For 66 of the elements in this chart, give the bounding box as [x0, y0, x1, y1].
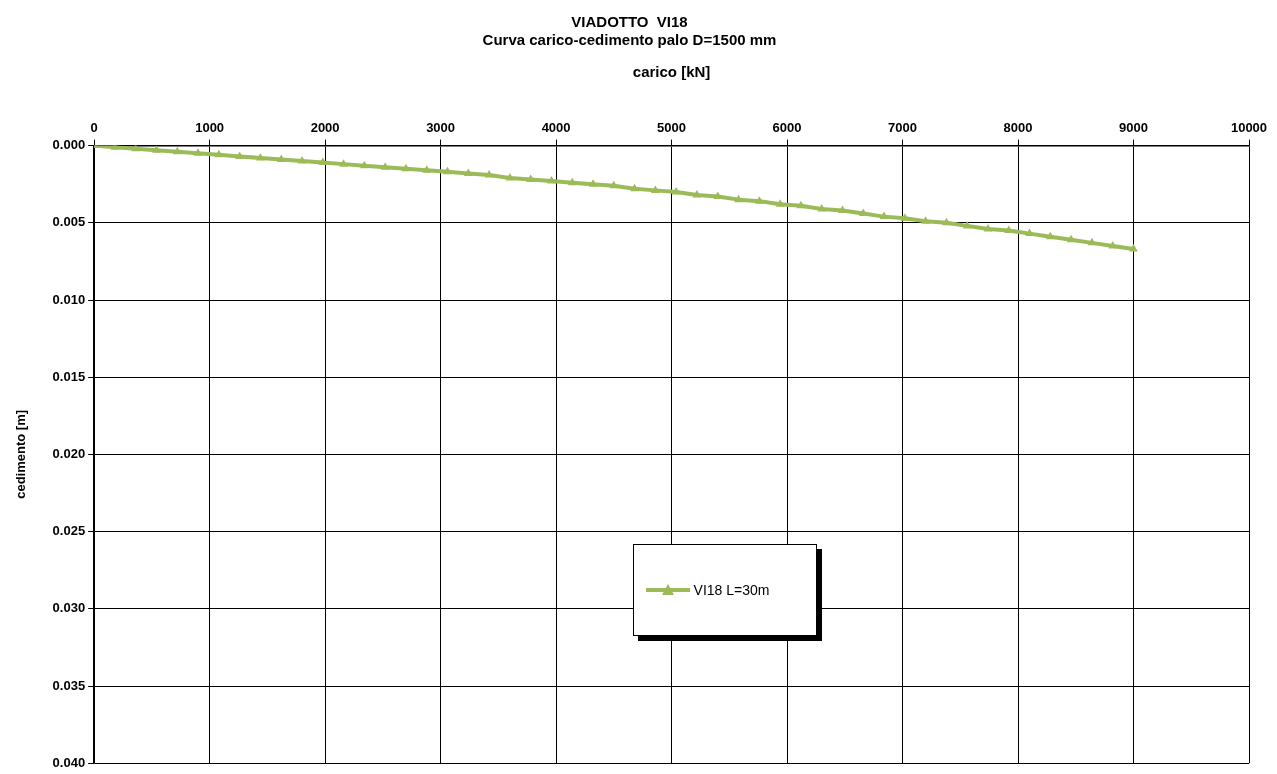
- x-tick-label: 6000: [772, 120, 802, 136]
- point: [297, 156, 307, 164]
- point: [817, 203, 827, 212]
- x-tick-label: 2000: [310, 120, 340, 136]
- x-tick-label: 3000: [426, 120, 456, 136]
- legend-label: VI18 L=30m: [693, 582, 770, 599]
- point: [131, 145, 141, 152]
- point: [172, 146, 182, 155]
- y-tick-label: 0.030: [52, 600, 86, 616]
- point: [1066, 234, 1076, 243]
- x-tick-label: 10000: [1230, 120, 1268, 136]
- x-tick-label: 9000: [1119, 120, 1148, 136]
- point: [755, 196, 764, 204]
- point: [339, 159, 348, 167]
- point: [630, 183, 639, 192]
- point: [152, 145, 161, 153]
- point: [734, 194, 743, 203]
- point: [1129, 244, 1138, 252]
- point: [651, 185, 660, 193]
- point: [360, 160, 369, 169]
- y-axis-title: cedimento [m]: [13, 409, 29, 499]
- point: [942, 217, 951, 226]
- point: [921, 216, 930, 224]
- x-tick-label: 4000: [541, 120, 571, 136]
- point: [401, 163, 411, 172]
- point: [505, 173, 515, 181]
- point: [526, 174, 535, 183]
- point: [796, 200, 806, 209]
- chart-subtitle: Curva carico-cedimento palo D=1500 mm: [482, 31, 777, 49]
- x-tick-label: 5000: [657, 120, 687, 136]
- point: [443, 166, 452, 175]
- point: [567, 177, 577, 186]
- point: [609, 180, 619, 189]
- point: [1087, 237, 1097, 246]
- point: [380, 162, 390, 170]
- point: [900, 213, 910, 221]
- x-tick-label: 8000: [1003, 120, 1033, 136]
- point: [235, 151, 244, 159]
- point: [775, 199, 785, 207]
- point: [671, 186, 681, 195]
- point: [1046, 231, 1055, 240]
- y-tick-label: 0.000: [52, 137, 86, 153]
- x-axis-title: carico [kN]: [632, 63, 711, 81]
- point: [879, 211, 889, 220]
- y-tick-label: 0.010: [52, 291, 86, 307]
- y-tick-label: 0.005: [52, 214, 86, 230]
- point: [547, 176, 556, 184]
- y-tick-label: 0.040: [52, 754, 86, 770]
- point: [193, 148, 203, 156]
- point: [214, 149, 224, 158]
- chart-title: VIADOTTO VI18: [571, 13, 688, 31]
- point: [692, 190, 702, 198]
- y-tick-label: 0.015: [52, 368, 86, 384]
- point: [318, 157, 328, 166]
- y-tick-label: 0.035: [52, 677, 86, 693]
- x-tick-label: 7000: [888, 120, 917, 136]
- point: [962, 220, 972, 229]
- point: [276, 154, 286, 162]
- y-tick-label: 0.020: [52, 445, 86, 461]
- point: [422, 165, 432, 173]
- point: [588, 179, 598, 187]
- y-tick-label: 0.025: [52, 523, 86, 539]
- x-tick-label: 1000: [195, 120, 225, 136]
- point: [463, 168, 473, 176]
- point: [484, 169, 494, 178]
- x-tick-label: 0: [90, 120, 98, 136]
